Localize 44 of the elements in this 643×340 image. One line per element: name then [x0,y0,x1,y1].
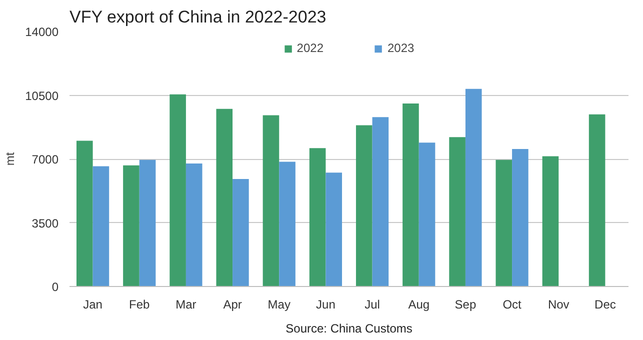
x-tick-label: Dec [594,298,616,312]
x-tick-label: Sep [454,298,476,312]
bar [512,148,528,286]
bar [449,137,466,286]
y-tick-label: 0 [52,280,59,294]
legend-label: 2023 [388,41,414,55]
x-tick-label: Jul [364,298,380,312]
x-tick-label: Jun [316,298,336,312]
bar [170,94,186,286]
bar [76,140,93,286]
bar [402,103,419,286]
y-tick-label: 3500 [32,216,59,230]
bar [279,162,296,286]
bar [309,148,326,286]
x-tick-label: Nov [548,298,570,312]
x-tick-label: May [268,298,290,312]
bar [542,156,559,286]
x-tick-label: Feb [129,298,150,312]
y-tick-label: 14000 [25,25,59,39]
x-tick-label: Jan [83,298,102,312]
bar [496,160,512,286]
bar [139,160,156,286]
bar [326,172,342,286]
chart-title: VFY export of China in 2022-2023 [70,8,326,26]
bar [232,179,249,286]
bar [123,165,140,286]
bar [372,117,389,286]
bar [356,125,372,286]
source-note: Source: China Customs [286,322,412,336]
x-tick-label: Apr [223,298,242,312]
x-tick-label: Oct [502,298,522,312]
bar [186,164,202,286]
bar [418,142,436,286]
bar [588,114,606,286]
y-axis-title: mt [3,152,18,166]
x-tick-label: Aug [408,298,430,312]
y-tick-label: 7000 [32,152,59,166]
bar [262,115,280,286]
y-tick-label: 10500 [25,88,59,103]
bar [92,166,110,286]
bar [216,108,233,286]
x-tick-label: Mar [176,298,196,312]
legend-label: 2022 [296,41,324,55]
bar [465,88,482,286]
